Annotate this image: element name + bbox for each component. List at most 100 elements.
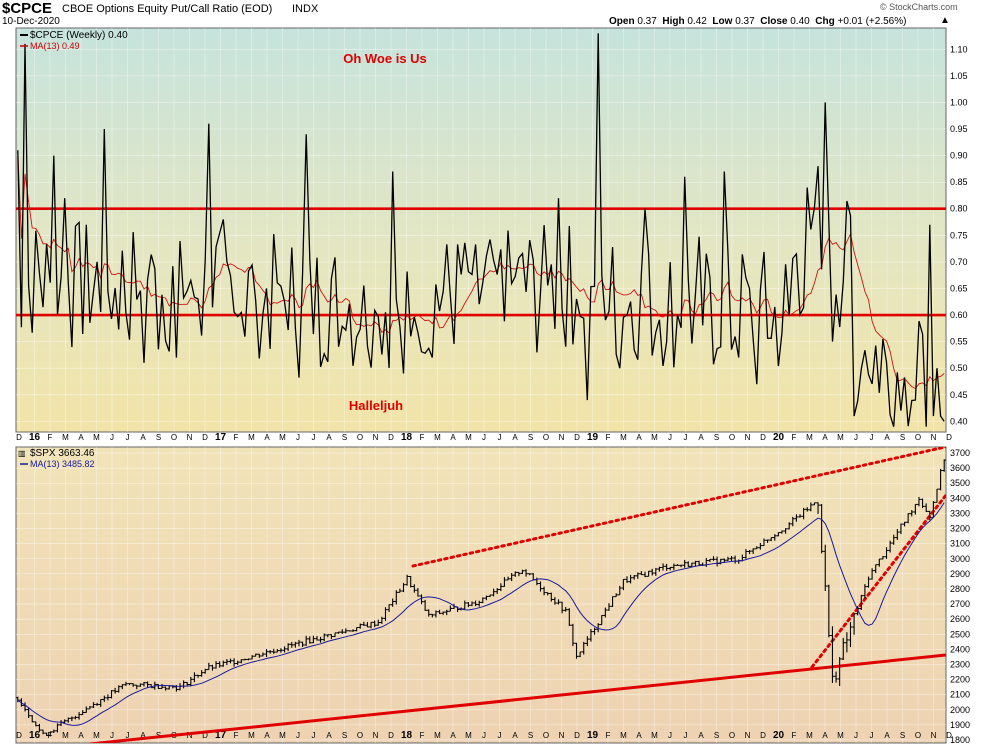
y-tick-label: 2700	[950, 599, 970, 609]
x-tick-label: N	[373, 433, 379, 442]
x-tick-label: D	[574, 731, 580, 740]
y-tick-label: 0.65	[950, 283, 968, 293]
y-tick-label: 2900	[950, 569, 970, 579]
x-tick-label: F	[234, 731, 239, 740]
chart-header: $CPCE CBOE Options Equity Put/Call Ratio…	[0, 0, 990, 30]
y-tick-label: 0.40	[950, 416, 968, 426]
exchange-label: INDX	[292, 3, 319, 15]
x-tick-label: M	[93, 433, 100, 442]
x-tick-label: O	[915, 433, 921, 442]
x-tick-label: D	[16, 731, 22, 740]
x-tick-label: A	[450, 731, 456, 740]
chart-date: 10-Dec-2020	[2, 16, 60, 27]
x-tick-label: M	[837, 731, 844, 740]
bar-chart-icon: ▥	[18, 449, 26, 458]
x-tick-label: A	[140, 433, 146, 442]
y-tick-label: 2300	[950, 659, 970, 669]
x-tick-label: F	[606, 433, 611, 442]
x-tick-label: J	[498, 433, 502, 442]
x-tick-label: 16	[29, 730, 41, 741]
x-tick-label: D	[202, 731, 208, 740]
stockcharts-credit: © StockCharts.com	[880, 2, 958, 12]
x-tick-label: S	[900, 433, 905, 442]
recovery-trendline	[810, 492, 946, 669]
y-tick-label: 3000	[950, 554, 970, 564]
y-tick-label: 1.10	[950, 44, 968, 54]
x-tick-label: J	[684, 731, 688, 740]
x-tick-label: J	[296, 433, 300, 442]
x-tick-label: S	[714, 731, 719, 740]
x-tick-label: 17	[215, 730, 227, 741]
cpce-ma-legend-label: MA(13) 0.49	[30, 41, 80, 51]
x-tick-label: F	[792, 731, 797, 740]
x-tick-label: F	[420, 433, 425, 442]
y-tick-label: 3100	[950, 539, 970, 549]
y-tick-label: 1900	[950, 720, 970, 730]
x-tick-label: 16	[29, 432, 41, 443]
x-tick-label: M	[279, 731, 286, 740]
x-tick-label: N	[745, 433, 751, 442]
x-tick-label: N	[373, 731, 379, 740]
annotation-oh-woe: Oh Woe is Us	[343, 51, 427, 66]
x-tick-label: A	[698, 433, 704, 442]
x-tick-label: M	[620, 433, 627, 442]
x-tick-label: J	[498, 731, 502, 740]
x-tick-label: N	[559, 731, 565, 740]
x-tick-label: D	[202, 433, 208, 442]
y-tick-label: 3200	[950, 524, 970, 534]
x-tick-label: M	[651, 731, 658, 740]
x-tick-label: M	[806, 731, 813, 740]
x-tick-label: S	[900, 731, 905, 740]
x-tick-label: A	[78, 433, 84, 442]
x-tick-label: J	[684, 433, 688, 442]
x-tick-label: M	[248, 433, 255, 442]
y-tick-label: 1.05	[950, 71, 968, 81]
cpce-legend-label: $CPCE (Weekly) 0.40	[30, 30, 128, 41]
x-tick-label: M	[248, 731, 255, 740]
x-tick-label: N	[931, 731, 937, 740]
x-tick-label: N	[931, 433, 937, 442]
y-tick-label: 0.45	[950, 390, 968, 400]
y-tick-label: 0.90	[950, 151, 968, 161]
x-tick-label: 19	[587, 730, 599, 741]
y-tick-label: 2400	[950, 644, 970, 654]
x-tick-label: M	[651, 433, 658, 442]
x-tick-label: F	[420, 731, 425, 740]
x-tick-label: N	[559, 433, 565, 442]
x-tick-label: M	[837, 433, 844, 442]
x-tick-label: J	[312, 731, 316, 740]
x-tick-label: A	[450, 433, 456, 442]
bottom-legend: ▥ $SPX 3663.46 MA(13) 3485.82	[18, 448, 95, 469]
y-tick-label: 2200	[950, 675, 970, 685]
x-tick-label: D	[574, 433, 580, 442]
x-tick-label: A	[884, 731, 890, 740]
x-tick-label: M	[434, 433, 441, 442]
y-tick-label: 0.70	[950, 257, 968, 267]
x-tick-label: M	[806, 433, 813, 442]
x-tick-label: D	[388, 731, 394, 740]
x-tick-label: M	[465, 433, 472, 442]
x-tick-label: A	[884, 433, 890, 442]
x-tick-label: A	[78, 731, 84, 740]
x-tick-label: 20	[773, 730, 785, 741]
x-tick-label: N	[745, 731, 751, 740]
y-tick-label: 2800	[950, 584, 970, 594]
y-tick-label: 1.00	[950, 97, 968, 107]
x-tick-label: A	[140, 731, 146, 740]
x-tick-label: A	[264, 433, 270, 442]
x-tick-label: S	[528, 731, 533, 740]
symbol-title: $CPCE	[2, 0, 53, 17]
x-tick-label: D	[760, 433, 766, 442]
x-tick-label: J	[110, 433, 114, 442]
y-tick-label: 0.55	[950, 337, 968, 347]
y-tick-label: 3300	[950, 508, 970, 518]
x-tick-label: J	[110, 731, 114, 740]
x-tick-label: M	[62, 731, 69, 740]
x-tick-label: M	[62, 433, 69, 442]
x-tick-label: M	[465, 731, 472, 740]
x-tick-label: M	[93, 731, 100, 740]
x-tick-label: J	[668, 433, 672, 442]
x-tick-label: J	[854, 731, 858, 740]
bottom-plot-area	[15, 446, 947, 744]
spx-legend-label: $SPX 3663.46	[30, 448, 95, 459]
